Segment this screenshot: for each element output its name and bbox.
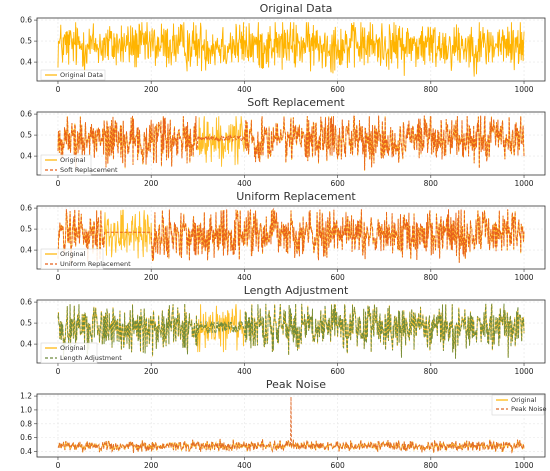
x-tick-label: 0 (56, 179, 61, 188)
chart-title: Uniform Replacement (236, 190, 356, 203)
y-tick-label: 0.4 (20, 447, 32, 456)
y-tick-label: 1.0 (20, 405, 32, 414)
y-tick-label: 0.6 (20, 433, 32, 442)
x-tick-label: 400 (237, 461, 252, 470)
legend: Original Data (40, 69, 106, 81)
y-tick-label: 1.2 (20, 392, 32, 401)
chart-title: Soft Replacement (247, 96, 345, 109)
x-tick-label: 200 (144, 179, 159, 188)
legend-label: Original (60, 344, 86, 352)
x-tick-label: 400 (237, 85, 252, 94)
plot-area-frame (36, 111, 546, 176)
y-tick-label: 0.4 (20, 58, 32, 67)
x-tick-label: 800 (424, 179, 439, 188)
legend-label: Original (60, 156, 86, 164)
plot-area-frame (36, 393, 546, 458)
x-tick-label: 400 (237, 179, 252, 188)
y-tick-label: 0.6 (20, 110, 32, 119)
x-tick-label: 400 (237, 273, 252, 282)
legend: Original Uniform Replacement (40, 248, 131, 270)
x-tick-label: 200 (144, 273, 159, 282)
y-tick-label: 0.4 (20, 246, 32, 255)
x-tick-label: 800 (424, 85, 439, 94)
x-tick-label: 800 (424, 273, 439, 282)
legend: Original Length Adjustment (40, 342, 122, 364)
x-tick-label: 0 (56, 367, 61, 376)
plot-area-frame (36, 299, 546, 364)
legend-box (40, 69, 106, 81)
legend-label: Length Adjustment (60, 354, 122, 362)
legend: Original Soft Replacement (40, 154, 118, 176)
x-tick-label: 400 (237, 367, 252, 376)
series-line-uniform-replacement (57, 207, 525, 265)
series-line-original (57, 304, 525, 359)
legend: Original Peak Noise (491, 394, 547, 416)
legend-label: Original (511, 396, 537, 404)
x-tick-label: 0 (56, 85, 61, 94)
x-tick-label: 1000 (514, 179, 533, 188)
y-tick-label: 0.5 (20, 319, 32, 328)
y-tick-label: 0.4 (20, 152, 32, 161)
legend-label: Original (60, 250, 86, 258)
y-tick-label: 0.4 (20, 340, 32, 349)
x-tick-label: 600 (330, 273, 345, 282)
x-tick-label: 600 (330, 179, 345, 188)
series-line-length-adjustment (57, 303, 525, 359)
y-tick-label: 0.6 (20, 16, 32, 25)
x-tick-label: 600 (330, 461, 345, 470)
x-tick-label: 200 (144, 85, 159, 94)
x-tick-label: 800 (424, 367, 439, 376)
panel-length-adjustment: Length Adjustment 0 200 400 600 800 1000 0.4 0.… (20, 284, 546, 376)
y-tick-label: 0.6 (20, 204, 32, 213)
x-tick-label: 1000 (514, 85, 533, 94)
series-line-original-data (57, 22, 525, 77)
y-tick-label: 0.5 (20, 131, 32, 140)
x-tick-label: 1000 (514, 461, 533, 470)
y-tick-label: 0.5 (20, 225, 32, 234)
plot-area-frame (36, 205, 546, 270)
x-tick-label: 1000 (514, 367, 533, 376)
x-tick-label: 0 (56, 273, 61, 282)
y-tick-label: 0.8 (20, 419, 32, 428)
x-tick-label: 200 (144, 367, 159, 376)
y-tick-label: 0.5 (20, 37, 32, 46)
x-tick-label: 1000 (514, 273, 533, 282)
panel-original-data: Original Data 0 200 400 600 800 1000 0.4 0.5 0.6… (20, 2, 546, 94)
x-tick-label: 800 (424, 461, 439, 470)
legend-label: Peak Noise (511, 405, 547, 413)
legend-label: Soft Replacement (60, 166, 118, 174)
x-tick-label: 0 (56, 461, 61, 470)
plot-area-frame (36, 17, 546, 82)
x-tick-label: 600 (330, 367, 345, 376)
x-tick-label: 200 (144, 461, 159, 470)
panel-peak-noise: Peak Noise 0 200 400 600 800 1000 0.4 0.6 0.8 1.0… (20, 378, 546, 470)
x-tick-label: 600 (330, 85, 345, 94)
chart-title: Length Adjustment (244, 284, 349, 297)
y-tick-label: 0.6 (20, 298, 32, 307)
panel-soft-replacement: Soft Replacement 0 200 400 600 800 1000 0.4 0.5… (20, 96, 546, 188)
series-line-soft-replacement (57, 115, 525, 171)
panel-uniform-replacement: Uniform Replacement 0 200 400 600 800 1000 0.4… (20, 190, 546, 282)
chart-title: Original Data (260, 2, 333, 15)
series-line-peak-noise (57, 396, 525, 454)
legend-label: Original Data (60, 71, 103, 79)
chart-title: Peak Noise (266, 378, 326, 391)
legend-label: Uniform Replacement (60, 260, 131, 268)
